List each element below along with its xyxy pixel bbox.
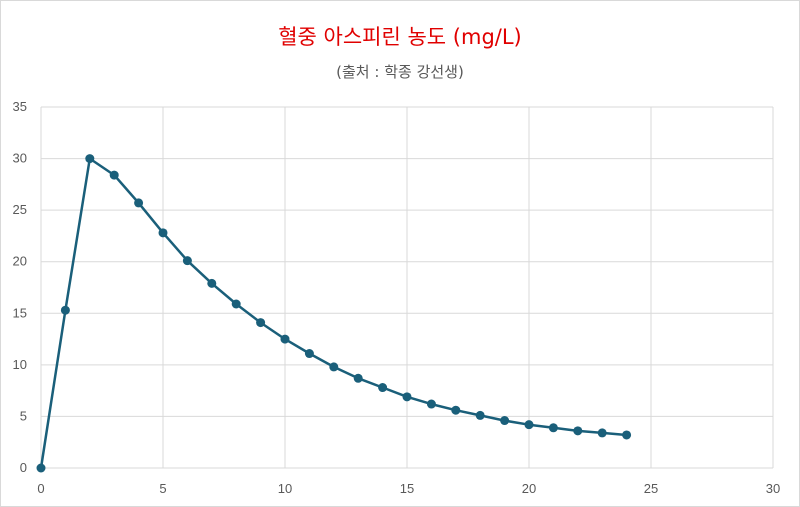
- y-tick-label: 25: [13, 202, 27, 217]
- y-tick-label: 20: [13, 254, 27, 269]
- data-point: [304, 349, 314, 359]
- series-layer: [36, 154, 632, 473]
- data-point: [426, 399, 436, 409]
- data-point: [231, 299, 241, 309]
- y-tick-label: 15: [13, 305, 27, 320]
- data-point: [548, 423, 558, 433]
- data-point: [256, 318, 266, 328]
- data-point: [158, 228, 168, 238]
- data-point: [378, 383, 388, 393]
- y-tick-label: 10: [13, 357, 27, 372]
- x-tick-label: 25: [644, 481, 658, 496]
- chart-title: 혈중 아스피린 농도 (mg/L): [278, 25, 522, 49]
- x-tick-label: 10: [278, 481, 292, 496]
- data-point: [182, 256, 192, 266]
- data-point: [134, 198, 144, 208]
- y-tick-label: 0: [20, 460, 27, 475]
- data-point: [573, 426, 583, 436]
- y-tick-label: 35: [13, 99, 27, 114]
- data-point: [329, 362, 339, 372]
- y-tick-label: 30: [13, 151, 27, 166]
- data-point: [60, 305, 70, 315]
- data-point: [475, 410, 485, 420]
- data-point: [524, 420, 534, 430]
- x-tick-label: 15: [400, 481, 414, 496]
- data-point: [353, 373, 363, 383]
- x-tick-label: 20: [522, 481, 536, 496]
- chart-subtitle: (출처 : 학종 강선생): [336, 63, 464, 81]
- x-tick-label: 30: [766, 481, 780, 496]
- data-point: [402, 392, 412, 402]
- axis-tick-labels: 0 5 10 15 20 25 30 35 0 5 10 15 20 25 30: [13, 99, 781, 496]
- data-point: [36, 463, 46, 473]
- data-point: [597, 428, 607, 438]
- data-point: [280, 334, 290, 344]
- grid-lines: [40, 106, 774, 469]
- data-point: [500, 416, 510, 426]
- x-tick-label: 0: [37, 481, 44, 496]
- x-tick-label: 5: [159, 481, 166, 496]
- y-tick-label: 5: [20, 408, 27, 423]
- data-point: [109, 170, 119, 180]
- data-point: [85, 154, 95, 164]
- data-point: [622, 430, 632, 440]
- data-point: [207, 278, 217, 288]
- data-point: [451, 405, 461, 415]
